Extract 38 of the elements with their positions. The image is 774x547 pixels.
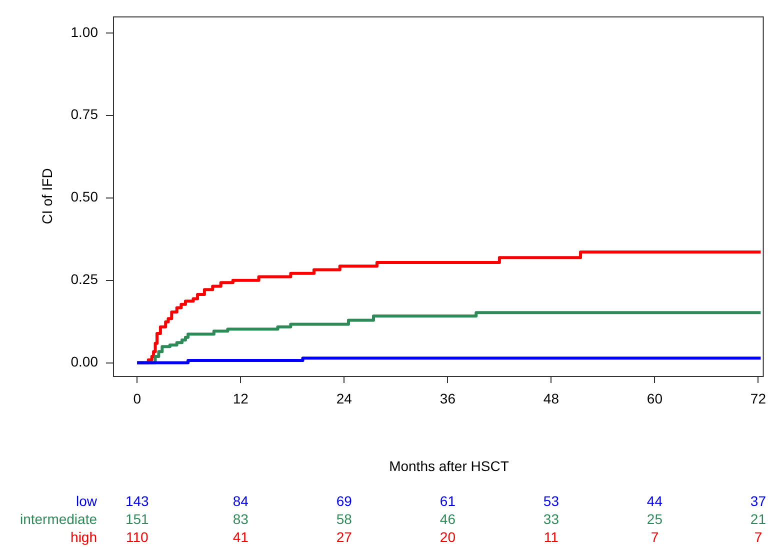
text: 33: [543, 510, 560, 527]
y-tick-label: 0.25: [70, 271, 98, 288]
text: 27: [336, 528, 352, 545]
text: 58: [336, 510, 352, 527]
text: 143: [125, 492, 150, 509]
x-axis-title: Months after HSCT: [389, 458, 510, 474]
x-tick-label: 12: [232, 390, 249, 406]
text: 84: [232, 492, 249, 509]
x-tick-label: 72: [750, 390, 766, 406]
x-tick-label: 24: [336, 390, 352, 406]
x-tick-label: 48: [543, 390, 560, 406]
text: 7: [650, 528, 659, 545]
y-tick-label: 0.00: [70, 354, 98, 370]
text: 41: [232, 528, 249, 545]
text: 53: [543, 492, 560, 509]
y-tick-label: 0.50: [70, 188, 98, 205]
text: 21: [750, 510, 766, 527]
text: 37: [750, 492, 766, 509]
text: 7: [754, 528, 762, 545]
text: 61: [440, 492, 456, 509]
text: 69: [336, 492, 352, 509]
y-tick-label: 1.00: [70, 24, 98, 40]
y-tick-label: 0.75: [70, 106, 98, 122]
text: low: [76, 492, 98, 509]
text: intermediate: [20, 510, 98, 527]
text: 25: [646, 510, 663, 527]
text: 151: [125, 510, 150, 527]
text: high: [70, 528, 97, 545]
x-tick-label: 36: [440, 390, 456, 406]
text: 46: [440, 510, 456, 527]
text: 110: [126, 528, 149, 545]
y-axis-title: CI of IFD: [38, 168, 55, 224]
x-tick-label: 0: [133, 390, 142, 406]
text: 83: [232, 510, 249, 527]
text: 20: [440, 528, 456, 545]
text: 11: [544, 528, 559, 545]
x-tick-label: 60: [646, 390, 663, 406]
text: 44: [646, 492, 663, 509]
